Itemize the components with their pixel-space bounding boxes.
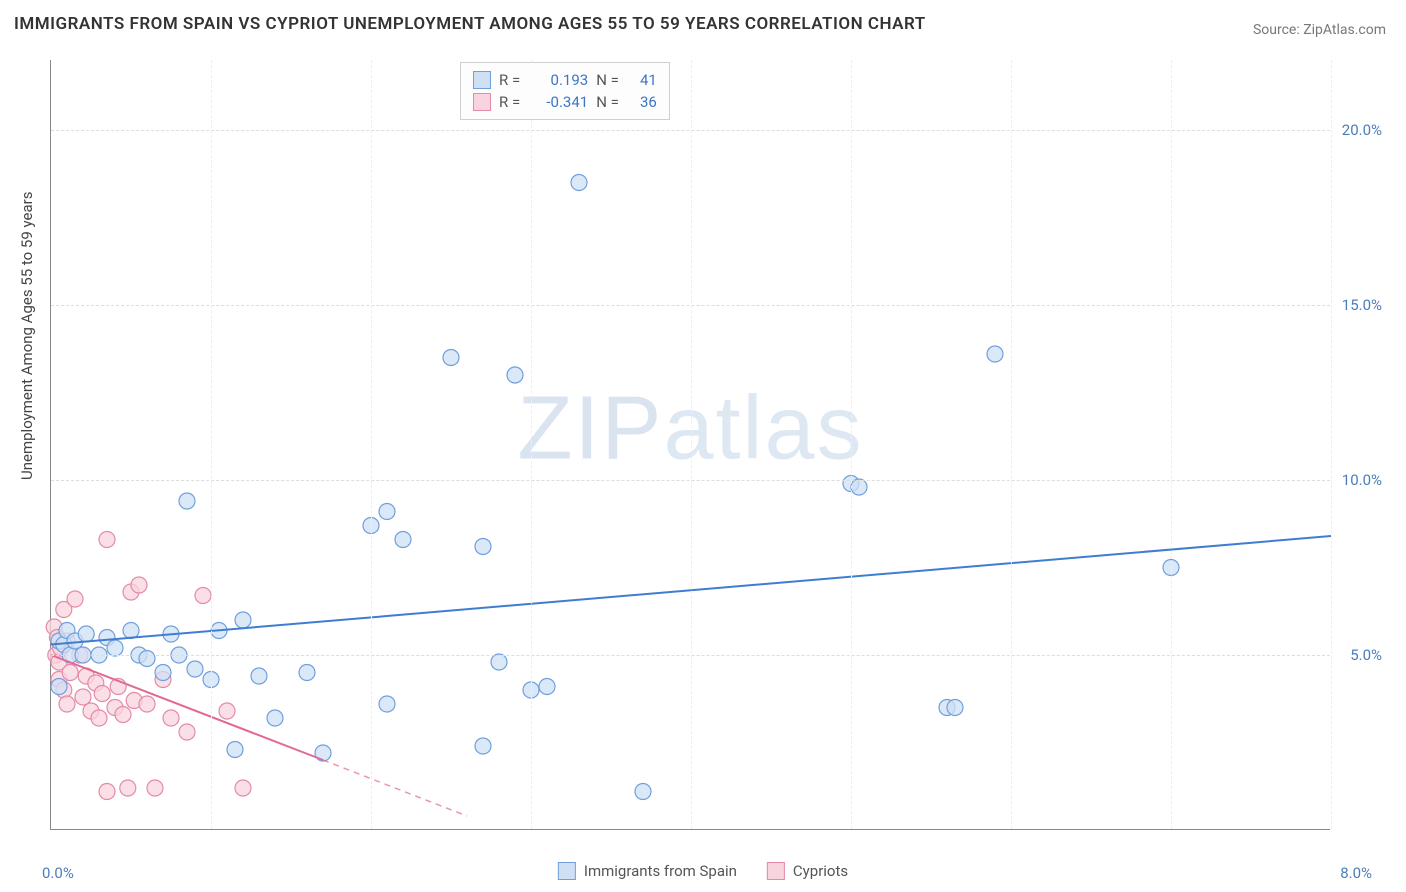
y-tick-label: 20.0% (1342, 121, 1382, 139)
y-axis-label: Unemployment Among Ages 55 to 59 years (18, 192, 36, 480)
correlation-legend: R = 0.193 N = 41 R = -0.341 N = 36 (460, 62, 670, 120)
swatch-blue (473, 71, 491, 89)
chart-container: IMMIGRANTS FROM SPAIN VS CYPRIOT UNEMPLO… (0, 0, 1406, 892)
swatch-pink (473, 93, 491, 111)
series-legend: Immigrants from Spain Cypriots (558, 862, 848, 880)
chart-title: IMMIGRANTS FROM SPAIN VS CYPRIOT UNEMPLO… (14, 14, 926, 34)
plot-area: ZIPatlas (50, 60, 1330, 830)
swatch-pink-icon (767, 862, 785, 880)
series-name-1: Cypriots (793, 862, 848, 880)
legend-row-spain: R = 0.193 N = 41 (473, 69, 657, 91)
y-tick-label: 10.0% (1342, 471, 1382, 489)
r-value-1: -0.341 (528, 91, 588, 113)
r-label-0: R = (499, 69, 520, 91)
r-value-0: 0.193 (528, 69, 588, 91)
series-name-0: Immigrants from Spain (584, 862, 737, 880)
legend-row-cypriots: R = -0.341 N = 36 (473, 91, 657, 113)
y-tick-label: 5.0% (1350, 646, 1382, 664)
n-label-1: N = (596, 91, 619, 113)
n-value-1: 36 (627, 91, 657, 113)
legend-item-cypriots: Cypriots (767, 862, 848, 880)
x-tick-min: 0.0% (42, 864, 74, 882)
r-label-1: R = (499, 91, 520, 113)
source-label: Source: ZipAtlas.com (1253, 22, 1386, 38)
legend-item-spain: Immigrants from Spain (558, 862, 737, 880)
swatch-blue-icon (558, 862, 576, 880)
y-tick-label: 15.0% (1342, 296, 1382, 314)
x-tick-max: 8.0% (1340, 864, 1372, 882)
n-value-0: 41 (627, 69, 657, 91)
n-label-0: N = (596, 69, 619, 91)
